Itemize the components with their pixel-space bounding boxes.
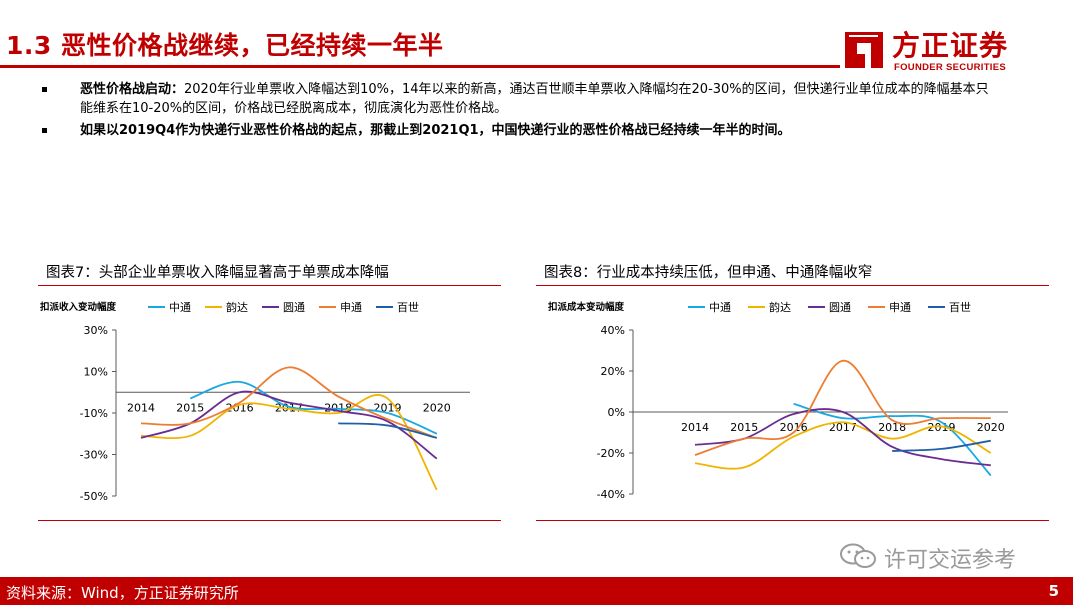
logo-english-name: FOUNDER SECURITIES: [894, 62, 1006, 73]
y-tick-label: -50%: [80, 490, 108, 503]
y-tick-label: 40%: [601, 324, 625, 337]
footer-source: 资料来源：Wind，方正证券研究所: [6, 582, 239, 603]
bullet-list: 恶性价格战启动：2020年行业单票收入降幅达到10%，14年以来的新高，通达百世…: [40, 80, 1000, 143]
bullet-square-icon: [42, 128, 47, 133]
bullet-item: 恶性价格战启动：2020年行业单票收入降幅达到10%，14年以来的新高，通达百世…: [40, 80, 1000, 118]
bullet-text: 2020年行业单票收入降幅达到10%，14年以来的新高，通达百世顺丰单票收入降幅…: [80, 82, 989, 116]
x-tick-label: 2014: [127, 401, 155, 414]
bullet-lead: 恶性价格战启动：: [80, 82, 184, 97]
title-divider: [0, 65, 840, 68]
x-tick-label: 2014: [681, 421, 709, 434]
legend-label: 中通: [169, 301, 191, 314]
x-tick-label: 2020: [977, 421, 1005, 434]
series-line-中通: [794, 404, 991, 476]
bullet-item: 如果以2019Q4作为快递行业恶性价格战的起点，那截止到2021Q1，中国快递行…: [40, 121, 1000, 140]
y-tick-label: 20%: [601, 365, 625, 378]
legend-label: 申通: [889, 301, 911, 314]
y-axis-label: 扣派收入变动幅度: [40, 301, 117, 313]
y-tick-label: 0%: [608, 406, 625, 419]
series-line-申通: [695, 361, 991, 455]
logo-chinese-name: 方正证券: [892, 24, 1008, 64]
legend-label: 中通: [709, 301, 731, 314]
y-tick-label: 10%: [84, 366, 108, 379]
legend-label: 圆通: [283, 301, 305, 314]
chart-title-divider: [536, 285, 1049, 286]
legend-label: 韵达: [769, 300, 791, 314]
y-tick-label: 30%: [84, 324, 108, 337]
x-tick-label: 2015: [730, 421, 758, 434]
y-tick-label: -40%: [597, 488, 625, 501]
y-tick-label: -10%: [80, 407, 108, 420]
line-chart-revenue: 扣派收入变动幅度 中通 韵达 圆通 申通 百世 30% 10% -10% -30% -50% 2014…: [38, 290, 501, 515]
founder-logo-icon: [843, 28, 885, 72]
chart-title-divider: [38, 285, 501, 286]
series-line-百世: [338, 423, 437, 438]
y-tick-label: -20%: [597, 447, 625, 460]
wechat-icon: [838, 542, 878, 570]
legend-label: 圆通: [829, 301, 851, 314]
line-chart-cost: 扣派成本变动幅度 中通 韵达 圆通 申通 百世 40% 20% 0% -20% -40% 2014 20…: [536, 290, 1049, 515]
chart-title: 图表7：头部企业单票收入降幅显著高于单票成本降幅: [46, 261, 389, 282]
x-tick-label: 2020: [423, 401, 451, 414]
y-axis-label: 扣派成本变动幅度: [548, 301, 625, 313]
x-tick-label: 2015: [176, 401, 204, 414]
chart-bottom-divider: [38, 520, 501, 521]
legend-label: 申通: [340, 301, 362, 314]
company-logo: 方正证券 FOUNDER SECURITIES: [843, 26, 1033, 76]
legend-label: 百世: [397, 301, 419, 314]
watermark-text: 许可交运参考: [884, 542, 1016, 574]
legend-label: 韵达: [226, 300, 248, 314]
bullet-square-icon: [42, 87, 47, 92]
chart-bottom-divider: [536, 520, 1049, 521]
bullet-lead: 如果以2019Q4作为快递行业恶性价格战的起点，那截止到2021Q1，中国快递行…: [80, 123, 791, 138]
y-tick-label: -30%: [80, 449, 108, 462]
series-line-百世: [892, 441, 991, 451]
page-title: 1.3 恶性价格战继续，已经持续一年半: [6, 26, 444, 62]
page-number: 5: [1049, 582, 1059, 600]
legend-label: 百世: [949, 301, 971, 314]
chart-title: 图表8：行业成本持续压低，但申通、中通降幅收窄: [544, 261, 872, 282]
